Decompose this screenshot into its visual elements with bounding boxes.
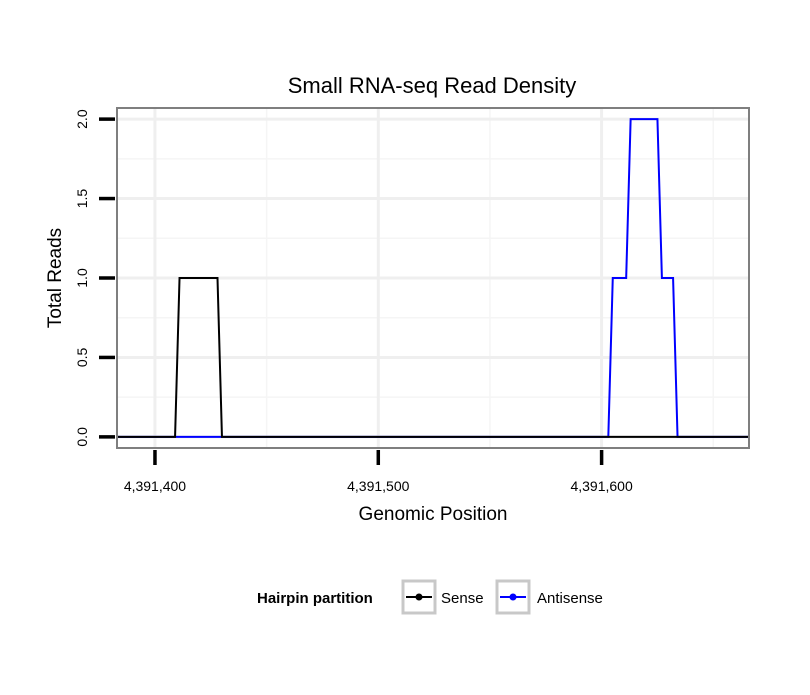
x-axis: 4,391,400 4,391,500 4,391,600 xyxy=(124,450,633,494)
y-tick-label: 2.0 xyxy=(74,109,90,129)
plot-border xyxy=(116,107,750,449)
legend-label-sense: Sense xyxy=(441,590,484,607)
legend-point-sense xyxy=(415,593,423,601)
legend-item-sense: Sense xyxy=(401,579,484,615)
y-axis: 0.0 0.5 1.0 1.5 2.0 xyxy=(74,109,115,447)
y-tick-label: 1.0 xyxy=(74,268,90,288)
series-layer xyxy=(117,118,749,438)
plot-panel xyxy=(116,107,750,449)
y-axis-label: Total Reads xyxy=(45,228,66,328)
x-tick-label: 4,391,500 xyxy=(347,478,409,494)
legend: Hairpin partition Sense Antisense xyxy=(257,579,603,615)
x-axis-label: Genomic Position xyxy=(359,504,508,525)
series-sense-line xyxy=(117,277,749,438)
legend-item-antisense: Antisense xyxy=(495,579,603,615)
y-tick-label: 1.5 xyxy=(74,189,90,209)
series-antisense-line xyxy=(117,118,749,438)
legend-point-antisense xyxy=(509,593,517,601)
x-tick-label: 4,391,400 xyxy=(124,478,186,494)
chart-title: Small RNA-seq Read Density xyxy=(288,73,577,98)
legend-title: Hairpin partition xyxy=(257,590,373,607)
x-tick-label: 4,391,600 xyxy=(570,478,632,494)
y-tick-label: 0.5 xyxy=(74,347,90,367)
legend-label-antisense: Antisense xyxy=(537,590,603,607)
y-tick-label: 0.0 xyxy=(74,427,90,447)
